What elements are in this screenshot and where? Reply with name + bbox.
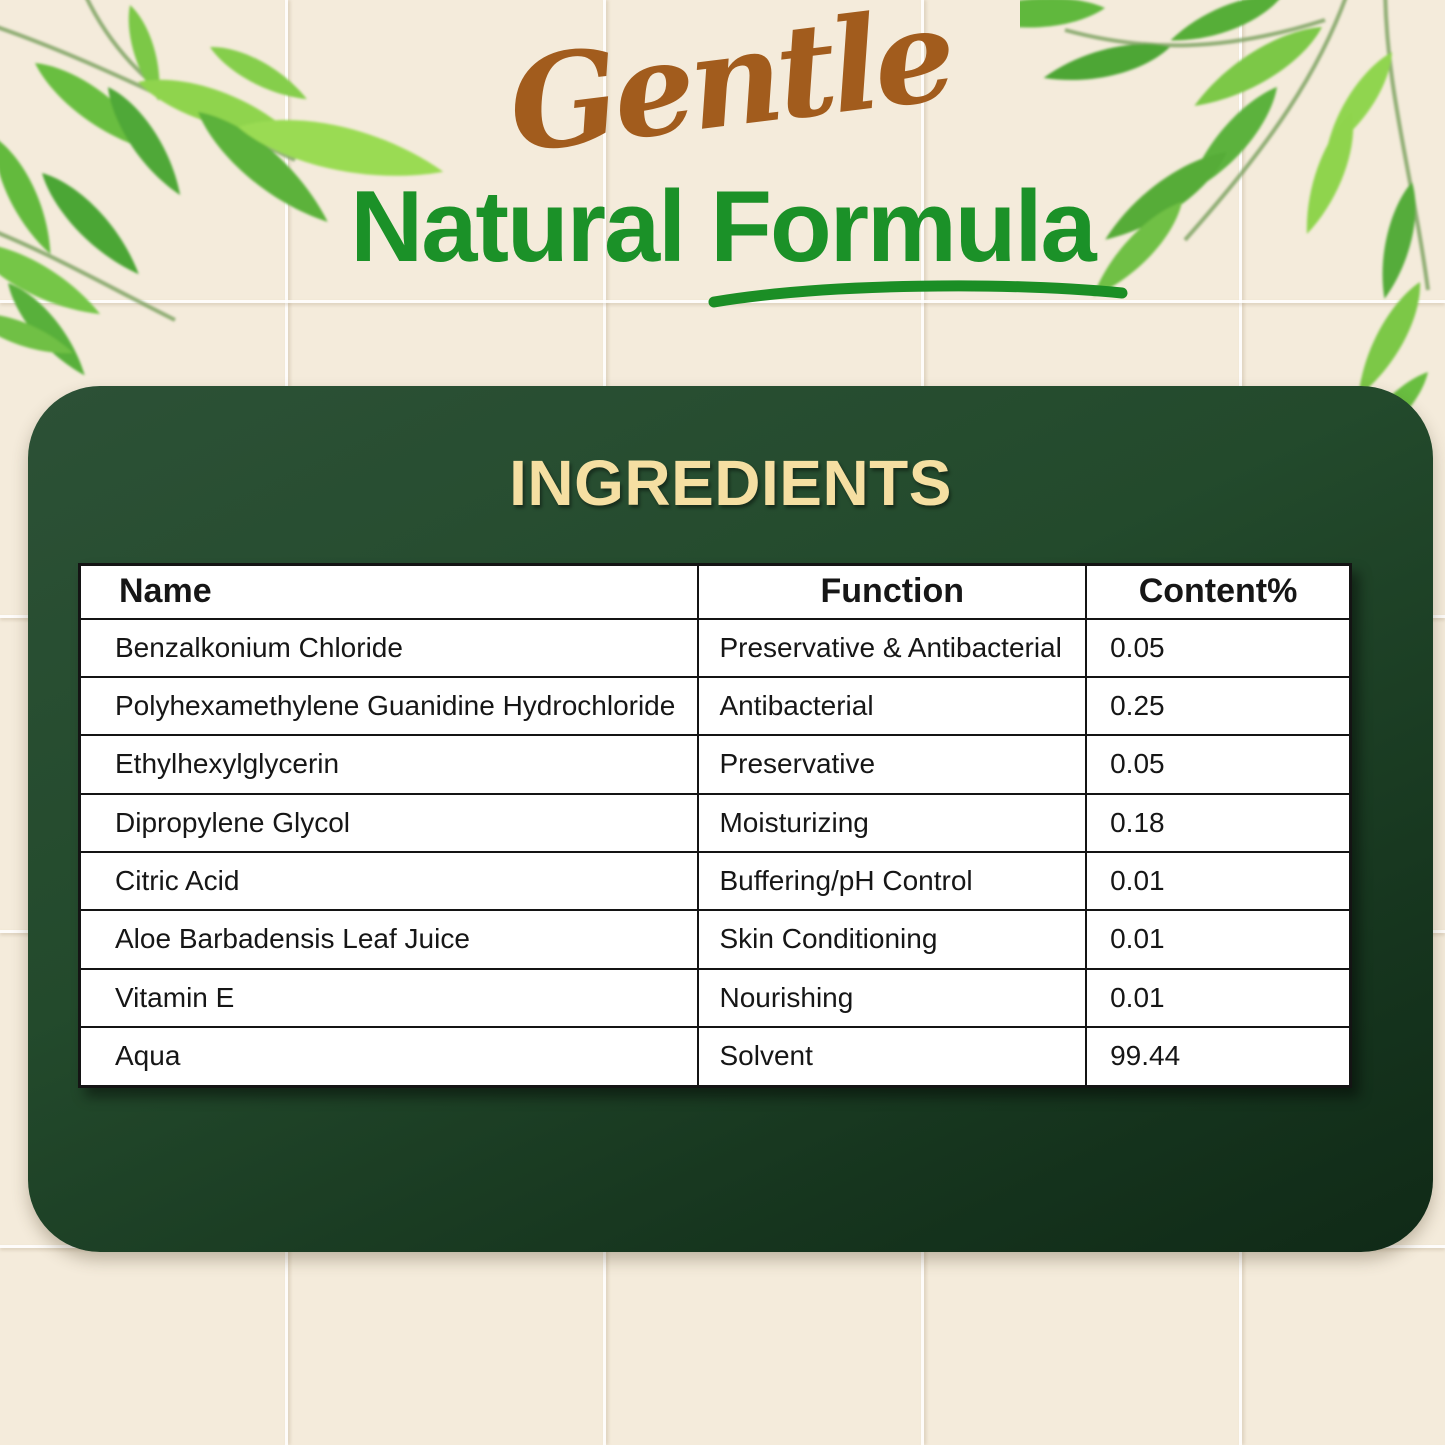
table-row: Dipropylene Glycol Moisturizing 0.18 — [78, 792, 1352, 854]
ingredients-table: Name Function Content% Benzalkonium Chlo… — [78, 563, 1352, 1088]
ingredient-function: Antibacterial — [697, 675, 1088, 737]
ingredient-function: Buffering/pH Control — [697, 851, 1088, 912]
table-row: Ethylhexylglycerin Preservative 0.05 — [78, 734, 1352, 795]
table-row: Vitamin E Nourishing 0.01 — [78, 967, 1352, 1029]
ingredient-content: 0.18 — [1085, 792, 1352, 854]
table-row: Benzalkonium Chloride Preservative & Anti… — [78, 617, 1352, 678]
ingredient-name: Ethylhexylglycerin — [78, 734, 700, 795]
ingredient-content: 99.44 — [1085, 1026, 1352, 1088]
table-row: Aloe Barbadensis Leaf Juice Skin Conditio… — [78, 909, 1352, 970]
table-row: Citric Acid Buffering/pH Control 0.01 — [78, 851, 1352, 912]
ingredient-function: Moisturizing — [697, 792, 1088, 854]
ingredient-content: 0.05 — [1085, 617, 1352, 678]
title-underline-icon — [708, 280, 1128, 308]
ingredient-name: Dipropylene Glycol — [78, 792, 700, 854]
main-title: Natural Formula — [350, 171, 1096, 283]
ingredient-name: Aqua — [78, 1026, 700, 1088]
ingredient-function: Preservative & Antibacterial — [697, 617, 1088, 678]
ingredient-function: Solvent — [697, 1026, 1088, 1088]
ingredient-content: 0.05 — [1085, 734, 1352, 795]
ingredient-content: 0.01 — [1085, 909, 1352, 970]
ingredient-content: 0.01 — [1085, 851, 1352, 912]
ingredient-content: 0.25 — [1085, 675, 1352, 737]
ingredient-function: Skin Conditioning — [697, 909, 1088, 970]
header-name: Name — [78, 563, 700, 620]
ingredient-name: Benzalkonium Chloride — [78, 617, 700, 678]
header-function: Function — [697, 563, 1088, 620]
ingredient-name: Vitamin E — [78, 967, 700, 1029]
ingredient-function: Nourishing — [697, 967, 1088, 1029]
ingredient-name: Citric Acid — [78, 851, 700, 912]
table-header-row: Name Function Content% — [78, 563, 1352, 620]
table-row: Polyhexamethylene Guanidine Hydrochlorid… — [78, 675, 1352, 737]
ingredient-function: Preservative — [697, 734, 1088, 795]
header-content: Content% — [1085, 563, 1352, 620]
ingredient-name: Aloe Barbadensis Leaf Juice — [78, 909, 700, 970]
ingredients-table-body: Benzalkonium Chloride Preservative & Anti… — [78, 617, 1352, 1088]
ingredient-name: Polyhexamethylene Guanidine Hydrochlorid… — [78, 675, 700, 737]
ingredients-panel: INGREDIENTS Name Function Content% Benza… — [28, 386, 1433, 1252]
ingredient-content: 0.01 — [1085, 967, 1352, 1029]
table-row: Aqua Solvent 99.44 — [78, 1026, 1352, 1088]
panel-title: INGREDIENTS — [509, 447, 952, 519]
ingredients-table-wrap: Name Function Content% Benzalkonium Chlo… — [78, 563, 1352, 1088]
